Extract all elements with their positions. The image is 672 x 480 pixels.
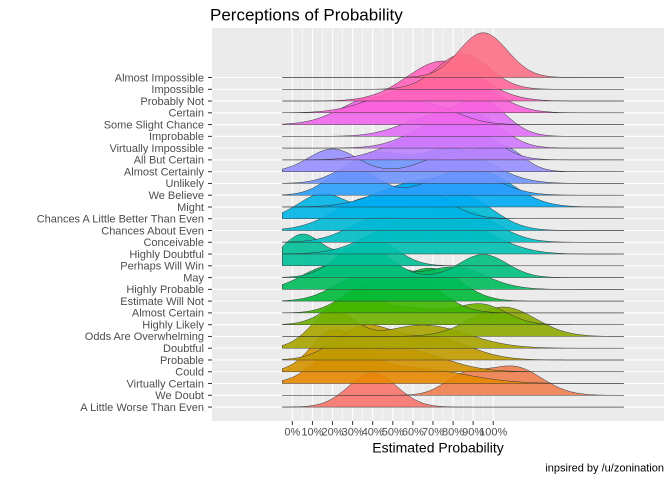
y-tick-label: May xyxy=(183,272,204,284)
y-tick-label: Certain xyxy=(169,108,204,120)
y-tick-label: Virtually Certain xyxy=(127,378,204,390)
y-tick-label: Virtually Impossible xyxy=(109,143,204,155)
ridge-odds-are-overwhelming xyxy=(282,306,624,337)
x-tick-label: 90% xyxy=(462,427,484,439)
x-tick-label: 10% xyxy=(301,427,323,439)
x-tick-label: 100% xyxy=(479,427,507,439)
y-tick-label: Could xyxy=(175,367,204,379)
x-axis: 0% 10%20%30%40%50%60%70%80%90%100% xyxy=(284,421,508,439)
y-tick-label: Probable xyxy=(160,355,204,367)
y-tick-label: Estimate Will Not xyxy=(120,296,204,308)
y-tick-label: Almost Certainly xyxy=(124,166,205,178)
x-tick-label: 20% xyxy=(322,427,344,439)
x-axis-title: Estimated Probability xyxy=(372,440,504,456)
x-tick-label: 80% xyxy=(442,427,464,439)
x-tick-label: 70% xyxy=(422,427,444,439)
ridges xyxy=(282,32,625,408)
y-tick-label: Highly Likely xyxy=(142,319,204,331)
y-tick-label: Conceivable xyxy=(143,237,204,249)
y-tick-label: Improbable xyxy=(149,131,204,143)
y-tick-label: We Believe xyxy=(149,190,204,202)
y-tick-label: Doubtful xyxy=(163,343,204,355)
y-tick-label: Chances About Even xyxy=(101,225,204,237)
y-tick-label: Almost Impossible xyxy=(115,72,204,84)
y-tick-label: Might xyxy=(177,202,204,214)
y-tick-label: Some Slight Chance xyxy=(104,119,204,131)
y-tick-label: Highly Probable xyxy=(126,284,204,296)
y-tick-label: Perhaps Will Win xyxy=(120,261,204,273)
ridge-almost-impossible xyxy=(282,32,624,78)
y-tick-label: Impossible xyxy=(151,84,204,96)
y-tick-label: Highly Doubtful xyxy=(129,249,204,261)
y-tick-label: Unlikely xyxy=(165,178,204,190)
y-tick-label: We Doubt xyxy=(155,390,204,402)
y-tick-label: All But Certain xyxy=(134,155,204,167)
x-tick-label: 50% xyxy=(382,427,404,439)
x-tick-label: 30% xyxy=(342,427,364,439)
y-tick-label: Probably Not xyxy=(140,96,204,108)
chart-title: Perceptions of Probability xyxy=(210,6,403,25)
y-tick-label: Odds Are Overwhelming xyxy=(85,331,204,343)
y-tick-label: Chances A Little Better Than Even xyxy=(37,214,204,226)
y-tick-label: Almost Certain xyxy=(132,308,204,320)
x-tick-label: 0% xyxy=(284,427,300,439)
x-tick-label: 40% xyxy=(362,427,384,439)
chart-caption: inpsired by /u/zonination xyxy=(545,463,664,475)
y-tick-label: A Little Worse Than Even xyxy=(80,402,204,414)
x-tick-label: 60% xyxy=(402,427,424,439)
